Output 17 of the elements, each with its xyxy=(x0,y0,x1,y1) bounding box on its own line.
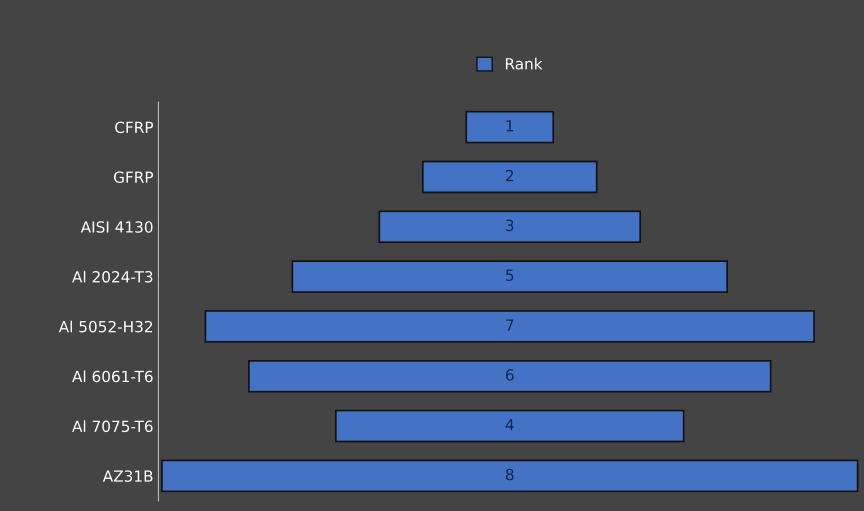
legend-label: Rank xyxy=(506,58,543,70)
category-label: AISI 4130 xyxy=(80,221,153,233)
category-label: CFRP xyxy=(115,122,154,134)
data-label: 5 xyxy=(506,270,514,282)
category-label: Al 5052-H32 xyxy=(58,320,152,332)
data-label: 8 xyxy=(506,468,514,480)
data-label: 4 xyxy=(506,419,514,430)
data-label: 2 xyxy=(506,170,514,182)
data-label: 6 xyxy=(506,369,514,381)
data-label: 7 xyxy=(506,319,514,331)
category-label: Al 7075-T6 xyxy=(72,420,153,432)
data-label: 1 xyxy=(506,120,514,132)
category-label: Al 2024-T3 xyxy=(72,270,152,283)
category-label: GFRP xyxy=(114,171,154,183)
data-label: 3 xyxy=(506,220,514,232)
category-label: AZ31B xyxy=(102,470,152,482)
category-label: Al 6061-T6 xyxy=(72,370,153,382)
